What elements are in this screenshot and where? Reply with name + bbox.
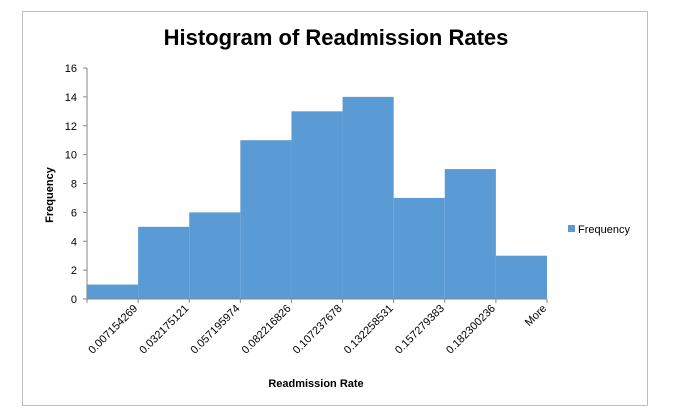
- legend: Frequency: [568, 224, 630, 236]
- chart-area: Histogram of Readmission Rates 0 2 4 6 8 10 12…: [22, 11, 648, 406]
- bar-7: [393, 197, 445, 299]
- x-tick-label: 0.132258531: [342, 303, 396, 357]
- y-tick-label: 0: [71, 294, 77, 306]
- y-tick-label: 8: [71, 179, 77, 191]
- x-tick-label: 0.082216826: [240, 303, 294, 357]
- bar-8: [444, 169, 496, 299]
- bar-5: [291, 111, 343, 299]
- x-tick-label: 0.057195974: [189, 303, 243, 357]
- x-axis-label: Readmission Rate: [268, 378, 363, 390]
- y-axis-label: Frequency: [44, 166, 56, 223]
- y-tick-label: 4: [71, 236, 77, 248]
- y-axis: 0 2 4 6 8 10 12 14 16: [65, 63, 88, 306]
- x-tick-label: 0.107237678: [291, 303, 345, 357]
- y-tick-label: 16: [65, 63, 77, 75]
- bar-6: [342, 96, 394, 299]
- bar-3: [189, 212, 241, 299]
- x-axis: 0.0071542690.0321751210.0571959740.08221…: [86, 298, 549, 357]
- bar-2: [138, 226, 190, 299]
- y-tick-label: 10: [65, 150, 77, 162]
- bars-group: [87, 96, 547, 299]
- y-tick-label: 6: [71, 207, 77, 219]
- y-tick-label: 2: [71, 265, 77, 277]
- y-tick-label: 14: [65, 92, 77, 104]
- x-tick-label: 0.032175121: [137, 303, 191, 357]
- legend-swatch: [568, 225, 575, 232]
- bar-1: [87, 284, 139, 299]
- bar-4: [240, 140, 292, 299]
- x-tick-label: 0.157279383: [393, 303, 447, 357]
- bar-9: [495, 255, 547, 299]
- histogram-chart: Histogram of Readmission Rates 0 2 4 6 8 10 12…: [44, 25, 630, 390]
- chart-title: Histogram of Readmission Rates: [164, 25, 509, 50]
- x-tick-label: More: [523, 303, 549, 329]
- x-tick-label: 0.182300236: [444, 303, 498, 357]
- legend-label: Frequency: [578, 224, 630, 236]
- x-tick-label: 0.007154269: [86, 303, 140, 357]
- y-tick-label: 12: [65, 121, 77, 133]
